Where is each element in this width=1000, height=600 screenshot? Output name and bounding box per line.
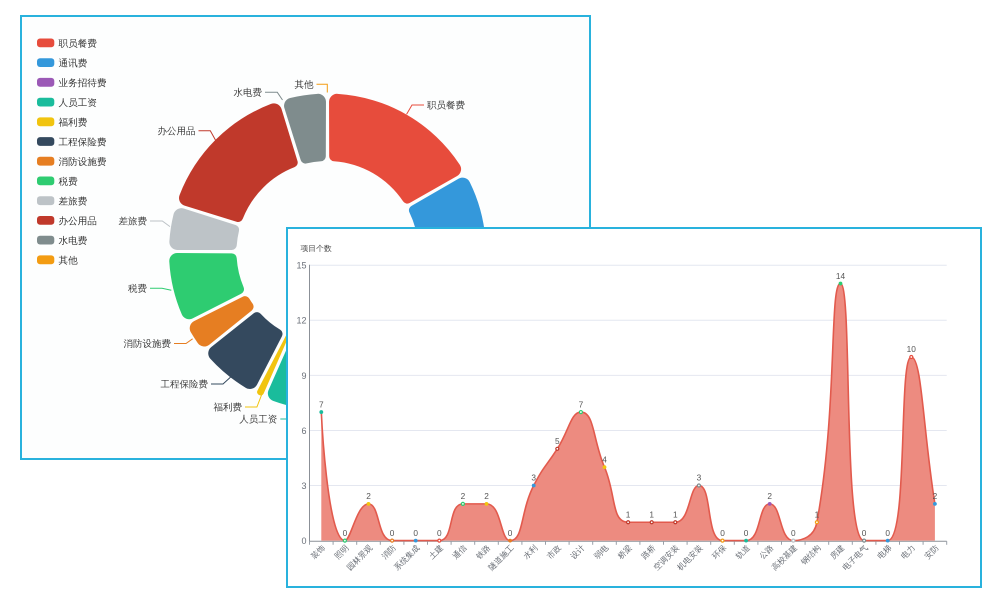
svg-text:2: 2 bbox=[484, 491, 489, 501]
svg-text:10: 10 bbox=[907, 344, 917, 354]
svg-text:1: 1 bbox=[673, 509, 678, 519]
svg-text:1: 1 bbox=[815, 509, 820, 519]
svg-text:15: 15 bbox=[296, 261, 306, 271]
svg-text:5: 5 bbox=[555, 436, 560, 446]
svg-text:0: 0 bbox=[720, 528, 725, 538]
svg-text:7: 7 bbox=[579, 399, 584, 409]
svg-text:3: 3 bbox=[301, 481, 306, 491]
svg-text:0: 0 bbox=[413, 528, 418, 538]
svg-text:0: 0 bbox=[390, 528, 395, 538]
svg-text:0: 0 bbox=[744, 528, 749, 538]
svg-text:14: 14 bbox=[836, 271, 846, 281]
svg-text:2: 2 bbox=[933, 491, 938, 501]
svg-text:0: 0 bbox=[508, 528, 513, 538]
svg-text:1: 1 bbox=[649, 509, 654, 519]
svg-text:0: 0 bbox=[862, 528, 867, 538]
svg-text:2: 2 bbox=[366, 491, 371, 501]
svg-text:7: 7 bbox=[319, 399, 324, 409]
svg-text:0: 0 bbox=[343, 528, 348, 538]
svg-text:0: 0 bbox=[885, 528, 890, 538]
svg-text:1: 1 bbox=[626, 509, 631, 519]
svg-text:2: 2 bbox=[461, 491, 466, 501]
svg-text:0: 0 bbox=[791, 528, 796, 538]
svg-text:0: 0 bbox=[437, 528, 442, 538]
svg-text:4: 4 bbox=[602, 454, 607, 464]
svg-text:0: 0 bbox=[301, 536, 306, 546]
svg-text:3: 3 bbox=[531, 473, 536, 483]
svg-text:2: 2 bbox=[767, 491, 772, 501]
svg-text:12: 12 bbox=[296, 316, 306, 326]
svg-text:9: 9 bbox=[301, 371, 306, 381]
svg-text:3: 3 bbox=[697, 473, 702, 483]
svg-text:6: 6 bbox=[301, 426, 306, 436]
